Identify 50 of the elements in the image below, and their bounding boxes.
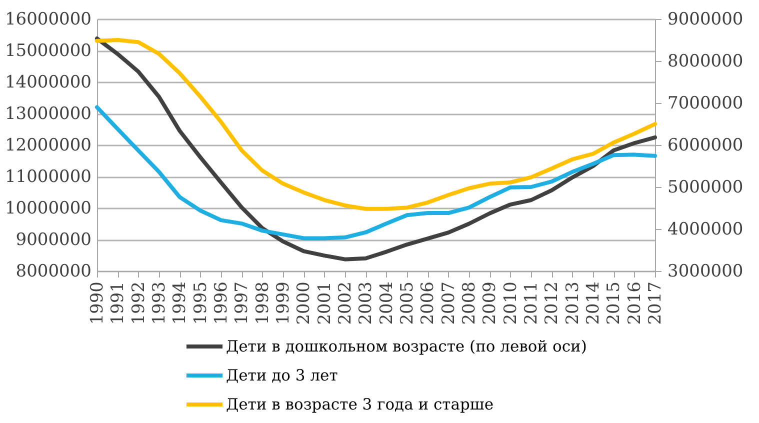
x-tick-label: 1994 (170, 282, 190, 325)
x-tick-label: 1992 (128, 282, 149, 325)
x-tick-label: 1995 (190, 282, 211, 325)
x-tick-label: 2016 (624, 282, 645, 325)
x-tick-label: 2002 (336, 282, 356, 325)
x-tick-label: 2005 (398, 282, 418, 325)
y-tick-label: 12000000 (4, 136, 92, 156)
x-tick-label: 2011 (522, 282, 542, 325)
x-tick-label: 2004 (376, 282, 397, 325)
y-tick-label: 11000000 (4, 167, 92, 187)
x-tick-label: 2014 (584, 282, 604, 325)
x-tick-label: 2009 (480, 282, 500, 325)
y-tick-label: 8000000 (16, 262, 92, 282)
x-tick-label: 2001 (314, 282, 335, 325)
legend-label: Дети в возрасте 3 года и старше (226, 396, 494, 414)
y-tick-label: 9000000 (16, 230, 92, 250)
x-tick-label: 2007 (438, 282, 459, 325)
x-tick-label: 2017 (646, 282, 666, 325)
y2-tick-label: 3000000 (668, 262, 744, 282)
x-tick-label: 2013 (562, 282, 583, 325)
line-series (95, 105, 657, 240)
x-tick-label: 2000 (294, 282, 314, 325)
y-tick-label: 13000000 (4, 104, 92, 124)
y-tick-label: 14000000 (4, 72, 92, 92)
y2-tick-label: 8000000 (668, 52, 744, 72)
legend-label: Дети до 3 лет (226, 366, 338, 384)
y2-tick-label: 7000000 (668, 94, 744, 114)
y2-tick-label: 9000000 (668, 10, 744, 30)
y2-tick-label: 4000000 (668, 220, 744, 240)
line-series (95, 38, 657, 211)
x-tick-label: 2012 (542, 282, 562, 325)
y-tick-label: 10000000 (4, 198, 92, 218)
x-tick-label: 1996 (212, 282, 232, 325)
x-tick-label: 1993 (150, 282, 170, 325)
x-tick-label: 1991 (108, 282, 128, 325)
line-series (95, 36, 657, 262)
x-tick-label: 2010 (500, 282, 521, 325)
y-tick-label: 15000000 (4, 41, 92, 61)
y2-tick-label: 5000000 (668, 178, 744, 198)
x-tick-label: 2008 (460, 282, 480, 325)
x-tick-label: 1998 (252, 282, 273, 325)
x-tick-label: 2006 (418, 282, 438, 325)
y2-tick-label: 6000000 (668, 136, 744, 156)
x-tick-label: 1990 (88, 282, 108, 325)
x-tick-label: 1997 (232, 282, 252, 325)
y-tick-label: 16000000 (4, 10, 92, 30)
x-tick-label: 2003 (356, 282, 376, 325)
x-tick-label: 2015 (604, 282, 624, 325)
x-tick-label: 1999 (274, 282, 294, 325)
legend-label: Дети в дошкольном возрасте (по левой оси) (226, 338, 587, 356)
